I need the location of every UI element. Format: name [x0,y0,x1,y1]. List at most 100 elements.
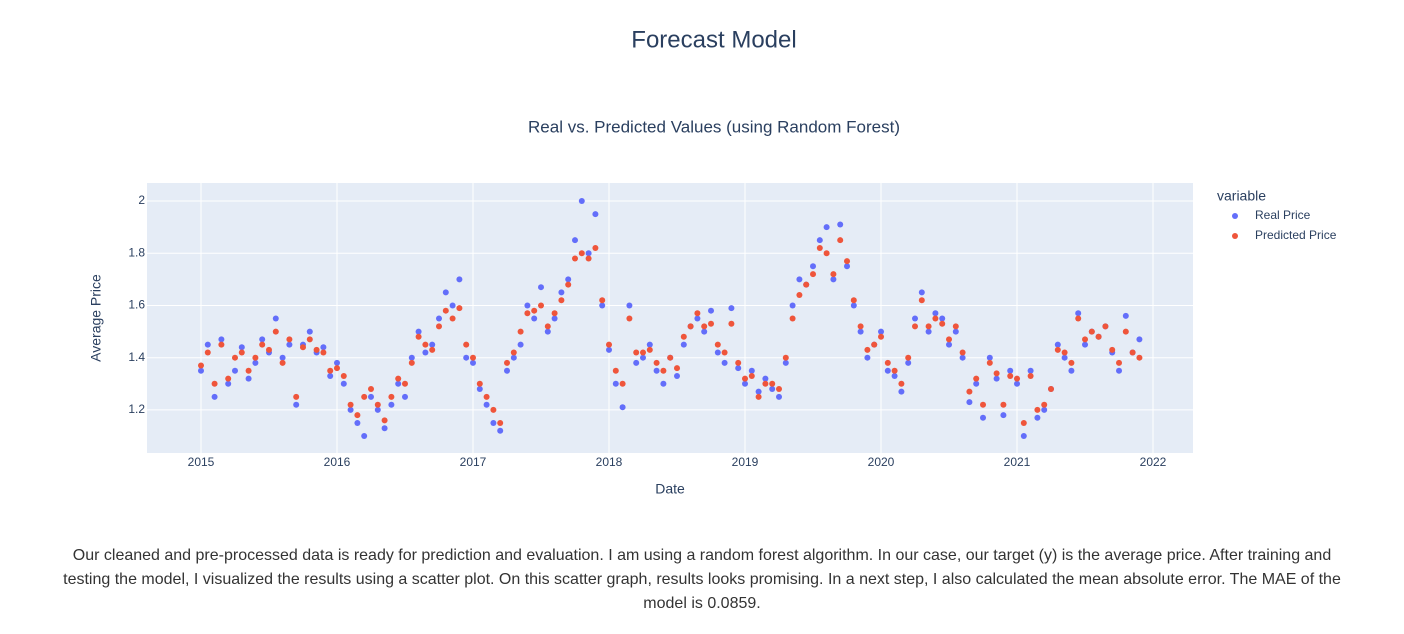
point [367,393,374,400]
point [592,245,599,252]
point [864,346,871,353]
y-tick-label: 1.4 [128,350,145,364]
point [735,359,742,366]
point [721,349,728,356]
point [973,375,980,382]
point [830,276,837,283]
point [204,349,211,356]
point [796,292,803,299]
point [333,359,340,366]
point [259,336,266,343]
point [905,354,912,361]
point [884,367,891,374]
point [401,380,408,387]
point [504,359,511,366]
point [401,393,408,400]
point [782,359,789,366]
point [701,323,708,330]
point [531,307,538,314]
point [551,310,558,317]
point [653,359,660,366]
point [1068,359,1075,366]
point [517,328,524,335]
point [565,276,572,283]
point [660,367,667,374]
point [599,297,606,304]
point [497,419,504,426]
point [1088,328,1095,335]
point [456,305,463,312]
point [1075,310,1082,317]
point [435,315,442,322]
point [816,245,823,252]
point [667,354,674,361]
point [633,349,640,356]
point [578,250,585,257]
point [946,341,953,348]
point [606,346,613,353]
point [585,255,592,262]
x-tick-label: 2021 [1004,455,1031,469]
point [864,354,871,361]
point [850,302,857,309]
point [238,344,245,351]
point [327,372,334,379]
point [844,258,851,265]
y-tick-label: 2 [138,193,145,207]
point [680,333,687,340]
point [640,354,647,361]
point [742,380,749,387]
point [878,328,885,335]
legend-marker [1232,213,1238,219]
point [1061,349,1068,356]
point [850,297,857,304]
point [973,380,980,387]
point [293,401,300,408]
point [354,419,361,426]
chart: Forecast Model Real vs. Predicted Values… [88,26,1337,496]
point [653,367,660,374]
point [320,349,327,356]
point [490,419,497,426]
point [422,349,429,356]
point [755,393,762,400]
point [796,276,803,283]
point [748,367,755,374]
point [782,354,789,361]
point [1082,336,1089,343]
point [442,289,449,296]
y-tick-label: 1.2 [128,402,145,416]
x-tick-label: 2020 [868,455,895,469]
point [218,336,225,343]
point [728,305,735,312]
page-title: Forecast Model [631,26,796,53]
point [211,380,218,387]
point [245,375,252,382]
point [986,359,993,366]
point [1014,375,1021,382]
point [830,271,837,278]
point [510,354,517,361]
point [1000,401,1007,408]
point [857,328,864,335]
point [694,315,701,322]
point [415,333,422,340]
y-tick-label: 1.8 [128,245,145,259]
point [762,375,769,382]
point [286,341,293,348]
point [1027,372,1034,379]
point [939,320,946,327]
point [442,307,449,314]
point [469,359,476,366]
point [429,341,436,348]
point [776,393,783,400]
x-tick-label: 2018 [596,455,623,469]
description: Our cleaned and pre-processed data is re… [63,547,1341,612]
point [327,367,334,374]
point [320,344,327,351]
point [918,297,925,304]
point [538,284,545,291]
point [1007,372,1014,379]
point [272,315,279,322]
point [483,393,490,400]
